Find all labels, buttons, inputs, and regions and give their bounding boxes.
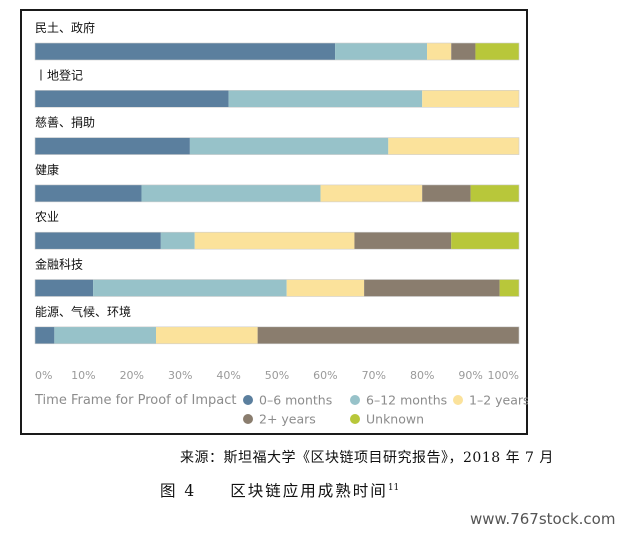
bar-track [34,90,520,108]
bar-segment [35,184,142,202]
category-label: 民土、政府 [35,20,95,35]
legend-label: Unknown [366,412,424,427]
legend-swatch [243,395,253,405]
x-tick-label: 30% [168,369,192,382]
x-tick-label: 90% [458,369,482,382]
bar-segment [335,43,428,60]
bar-segment [499,279,519,297]
bar-segment [286,279,365,297]
legend-swatch [453,395,463,405]
x-tick-label: 60% [313,369,337,382]
bar-segment [257,326,519,344]
x-tick-label: 40% [216,369,240,382]
bar-segment [320,184,423,202]
bar-track [34,326,520,345]
bar-segment [194,232,355,250]
legend-label: 0–6 months [259,393,332,408]
legend-label: 6–12 months [366,393,447,408]
bar-segment [228,90,423,108]
bar-track [34,137,520,155]
bar-segment [156,326,258,344]
x-tick-label: 10% [71,369,95,382]
figure-number: 图 4 [160,482,197,500]
bar-segment [160,232,195,250]
bar-track [34,42,520,61]
figure-caption: 图 4 区块链应用成熟时间11 [160,479,399,501]
bar-segment [354,232,452,250]
x-tick-label: 0% [35,369,52,382]
x-tick-label: 50% [265,369,289,382]
bar-track [34,231,520,250]
legend-swatch [350,414,360,424]
bar-segment [35,279,94,297]
bar-segment [388,137,519,155]
category-label: 农业 [35,210,59,224]
legend-title: Time Frame for Proof of Impact [34,393,237,408]
category-label: 健康 [35,162,59,177]
legend-swatch [243,414,253,424]
bar-segment [93,279,287,297]
source-note: 来源：斯坦福大学《区块链项目研究报告》，2018 年 7 月 [180,450,554,466]
watermark-url: www.767stock.com [470,510,616,528]
figure-footnote-ref: 11 [387,482,400,493]
x-tick-label: 100% [488,369,519,382]
bar-segment [189,137,389,155]
bar-segment [470,184,519,202]
category-label: 能源、气候、环境 [35,304,131,319]
chart-frame: 民土、政府丨地登记慈善、捐助健康农业金融科技能源、气候、环境 0% 10% 20% 3… [20,9,528,435]
x-axis-tick-labels: 0% 10% 20% 30% 40% 50% 60% 70% 80% 90% 100% [35,369,519,382]
legend-swatch [350,395,360,405]
category-label: 慈善、捐助 [35,115,95,130]
legend-label: 2+ years [259,412,316,427]
bar-track [34,184,520,203]
bar-segment [54,326,156,344]
bar-segment [35,232,161,250]
bar-segment [475,43,519,60]
legend: Time Frame for Proof of Impact 0–6 months… [34,393,528,427]
bar-segment [141,184,321,202]
bar-segment [451,43,476,60]
bar-track [34,279,520,297]
bar-segment [451,232,519,250]
legend-label: 1–2 years [469,393,528,408]
bar-segment [422,184,471,202]
category-label: 丨地登记 [35,67,83,82]
bar-segment [427,43,452,60]
x-tick-label: 70% [362,369,386,382]
bar-segment [364,279,500,297]
figure-title: 区块链应用成熟时间 [230,482,388,500]
bar-segment [422,90,519,108]
bar-segment [35,43,336,60]
bar-segment [35,137,190,155]
bar-segment [35,90,229,108]
x-tick-label: 20% [120,369,144,382]
x-tick-label: 80% [410,369,434,382]
category-label: 金融科技 [35,257,83,272]
bar-segment [35,326,55,344]
bars [34,42,520,345]
